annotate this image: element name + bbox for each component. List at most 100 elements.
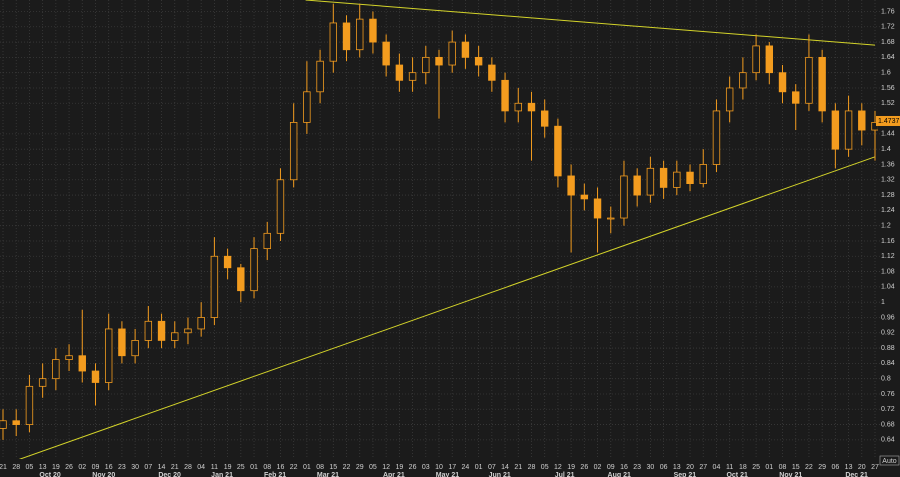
x-tick-label: 14 [158, 464, 166, 471]
y-tick-label: 1.36 [881, 161, 895, 168]
y-tick-label: 1.68 [881, 39, 895, 46]
x-tick-label: 11 [726, 464, 733, 471]
candle-body [329, 22, 338, 62]
candle-body [752, 45, 760, 74]
x-tick-label: 08 [779, 464, 787, 471]
candle-body [369, 18, 377, 43]
month-label: Oct 20 [39, 472, 61, 477]
axis-mode-box [879, 455, 900, 466]
candle-body [593, 198, 602, 219]
plot-area [0, 0, 878, 459]
candle-body [289, 122, 298, 181]
y-tick-label: 1.4 [881, 146, 891, 153]
candle-body [276, 179, 285, 234]
candle-body [620, 175, 628, 219]
x-tick-label: 01 [250, 464, 258, 471]
x-tick-label: 15 [329, 464, 337, 471]
x-tick-label: 07 [144, 464, 152, 471]
candle-body [633, 175, 641, 196]
candle-body [739, 72, 747, 89]
x-tick-label: 22 [290, 464, 298, 471]
candle-body [250, 248, 258, 292]
candle-body [118, 328, 126, 357]
candle-body [422, 56, 430, 74]
month-label: May 21 [436, 472, 459, 477]
candle-body [461, 41, 470, 58]
x-tick-label: 19 [224, 464, 232, 471]
x-tick-label: 26 [580, 464, 588, 471]
y-tick-label: 1.76 [881, 8, 895, 15]
month-label: Jul 21 [555, 472, 575, 477]
y-tick-label: 1.2 [881, 223, 891, 230]
candle-body [871, 122, 878, 131]
y-tick-label: 0.88 [881, 345, 895, 352]
y-tick-label: 1.28 [881, 192, 895, 199]
candle-body [580, 194, 589, 200]
candle-body [778, 72, 787, 93]
candle-body [0, 420, 7, 429]
candle-body [858, 110, 866, 131]
x-tick-label: 01 [765, 464, 773, 471]
candle-body [237, 267, 245, 292]
candle-body [157, 320, 166, 341]
candle-body [171, 332, 179, 341]
candle-body [646, 167, 655, 196]
month-label: Sep 21 [674, 472, 697, 477]
month-label: Jun 21 [489, 472, 511, 477]
candle-body [818, 56, 826, 112]
x-tick-label: 21 [171, 464, 179, 471]
x-tick-label: 07 [488, 464, 496, 471]
x-tick-label: 21 [0, 464, 7, 471]
x-tick-label: 12 [382, 464, 390, 471]
candle-body [210, 255, 219, 318]
x-tick-label: 21 [514, 464, 522, 471]
month-label: Jan 21 [211, 472, 233, 477]
y-tick-label: 0.8 [881, 376, 891, 383]
candle-body [144, 320, 153, 341]
axes: 0.64 0.68 0.72 0.76 0.8 0.84 0.88 0.92 0.96 1 1.04… [0, 8, 900, 477]
month-label: Dec 21 [845, 472, 868, 477]
y-tick-label: 0.92 [881, 330, 895, 337]
x-tick-label: 20 [858, 464, 866, 471]
candle-body [78, 355, 86, 372]
candle-body [65, 355, 73, 360]
x-tick-label: 27 [871, 464, 879, 471]
x-tick-label: 06 [660, 464, 668, 471]
x-tick-label: 17 [448, 464, 456, 471]
x-tick-label: 01 [303, 464, 311, 471]
candle-body [765, 45, 774, 74]
candle-body [131, 340, 139, 357]
y-tick-label: 1.56 [881, 85, 895, 92]
x-tick-label: 13 [845, 464, 853, 471]
x-tick-label: 23 [118, 464, 126, 471]
candle-body [792, 91, 800, 104]
candle-body [686, 171, 694, 185]
candle-body [501, 79, 509, 112]
candle-body [356, 18, 364, 51]
month-label: Apr 21 [383, 472, 405, 477]
candle-body [435, 56, 443, 66]
candle-body [831, 110, 840, 150]
candle-body [395, 64, 404, 81]
y-tick-label: 0.84 [881, 360, 895, 367]
candle-body [699, 164, 707, 185]
x-tick-label: 04 [197, 464, 205, 471]
x-tick-label: 03 [422, 464, 430, 471]
x-tick-label: 08 [316, 464, 324, 471]
candle-body [184, 328, 192, 334]
y-tick-label: 0.64 [881, 437, 895, 444]
month-label: Nov 21 [779, 472, 802, 477]
x-tick-label: 14 [501, 464, 509, 471]
candle-body [567, 175, 575, 196]
candle-body [448, 41, 456, 66]
candle-body [342, 22, 351, 51]
trendline [18, 156, 876, 459]
x-tick-label: 09 [92, 464, 100, 471]
candle-body [554, 125, 562, 177]
candle-body [527, 102, 536, 112]
x-tick-label: 09 [607, 464, 615, 471]
candle-body [725, 87, 734, 112]
candle-body [52, 359, 60, 380]
x-tick-label: 08 [263, 464, 271, 471]
